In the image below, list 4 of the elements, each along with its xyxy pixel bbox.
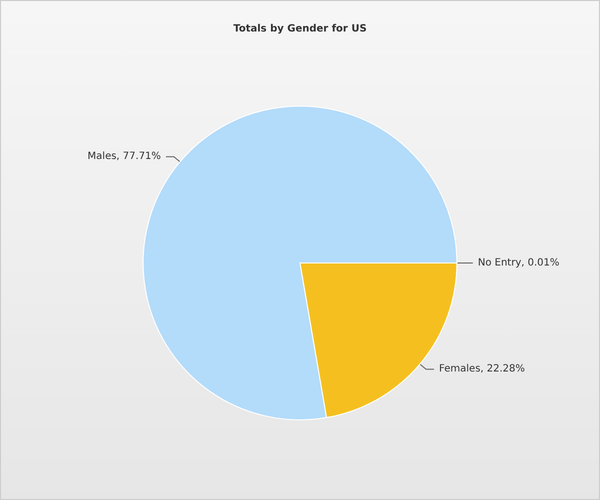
slice-label: No Entry, 0.01%	[478, 258, 560, 268]
slice-label: Females, 22.28%	[439, 364, 525, 375]
slice-label: Males, 77.71%	[88, 151, 161, 162]
chart-title: Totals by Gender for US	[233, 24, 367, 34]
